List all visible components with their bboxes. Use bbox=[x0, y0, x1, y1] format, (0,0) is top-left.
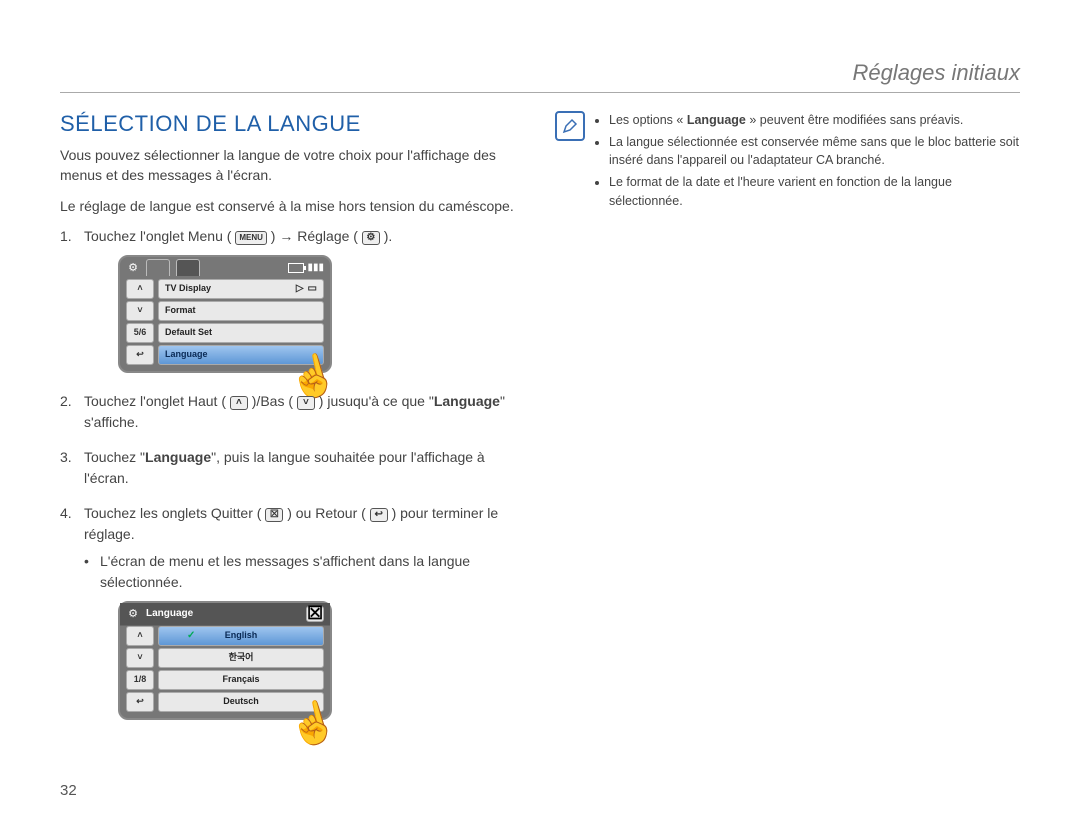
section-heading: SÉLECTION DE LA LANGUE bbox=[60, 111, 525, 137]
settings-screen-mock: ⚙ ▮▮▮ ˄ ˅ 5/6 ↩ bbox=[118, 255, 332, 373]
row-format[interactable]: Format bbox=[158, 301, 324, 321]
row-language-selected[interactable]: Language bbox=[158, 345, 324, 365]
screen-title: Language bbox=[146, 606, 193, 621]
step-1-text-d: ). bbox=[384, 228, 393, 244]
screen-body: ˄ ˅ 1/8 ↩ ✓ English 한국어 bbox=[120, 626, 330, 718]
note-item-2: La langue sélectionnée est conservée mêm… bbox=[609, 133, 1020, 169]
row-english-selected[interactable]: ✓ English bbox=[158, 626, 324, 646]
language-rows: ✓ English 한국어 Français Deutsch bbox=[158, 626, 324, 712]
step-3-text-a: Touchez " bbox=[84, 449, 145, 465]
steps-list: Touchez l'onglet Menu ( MENU ) → Réglage… bbox=[60, 226, 525, 720]
back-button[interactable]: ↩ bbox=[126, 692, 154, 712]
step-1-text-a: Touchez l'onglet Menu ( bbox=[84, 228, 231, 244]
row-default-set[interactable]: Default Set bbox=[158, 323, 324, 343]
row-francais[interactable]: Français bbox=[158, 670, 324, 690]
note-box: Les options « Language » peuvent être mo… bbox=[555, 111, 1020, 214]
row-label: TV Display bbox=[165, 282, 211, 296]
left-column: SÉLECTION DE LA LANGUE Vous pouvez sélec… bbox=[60, 111, 525, 738]
up-button[interactable]: ˄ bbox=[126, 626, 154, 646]
intro-paragraph-2: Le réglage de langue est conservé à la m… bbox=[60, 196, 525, 216]
language-screen-mock: ⚙ Language ☒ ˄ ˅ 1/8 ↩ bbox=[118, 601, 332, 720]
step-1-text-c: Réglage ( bbox=[297, 228, 358, 244]
side-buttons: ˄ ˅ 1/8 ↩ bbox=[126, 626, 154, 712]
down-icon: ˅ bbox=[297, 396, 315, 410]
screen-top-bar: ⚙ Language ☒ bbox=[120, 603, 330, 626]
page-indicator: 1/8 bbox=[126, 670, 154, 690]
note-item-3: Le format de la date et l'heure varient … bbox=[609, 173, 1020, 209]
right-column: Les options « Language » peuvent être mo… bbox=[555, 111, 1020, 738]
row-right-icons: ▷ ▭ bbox=[296, 281, 317, 296]
close-button[interactable]: ☒ bbox=[306, 606, 324, 622]
tv-icon: ▭ bbox=[308, 281, 317, 296]
tab-active bbox=[176, 259, 200, 276]
menu-chip-icon: MENU bbox=[235, 231, 267, 245]
step-2-bold: Language bbox=[434, 393, 500, 409]
note-icon bbox=[555, 111, 585, 141]
two-column-layout: SÉLECTION DE LA LANGUE Vous pouvez sélec… bbox=[60, 111, 1020, 738]
row-tv-display[interactable]: TV Display ▷ ▭ bbox=[158, 279, 324, 299]
close-icon: ☒ bbox=[265, 508, 283, 522]
pencil-icon bbox=[562, 118, 578, 134]
step-3: Touchez "Language", puis la langue souha… bbox=[60, 447, 525, 489]
step-2-text-a: Touchez l'onglet Haut ( bbox=[84, 393, 226, 409]
arrow-icon: → bbox=[279, 228, 293, 244]
manual-page: Réglages initiaux SÉLECTION DE LA LANGUE… bbox=[0, 0, 1080, 827]
gear-icon: ⚙ bbox=[362, 231, 380, 245]
step-2-text-b: )/Bas ( bbox=[252, 393, 293, 409]
step-2-text-c: ) jusuqu'à ce que " bbox=[319, 393, 434, 409]
intro-paragraph-1: Vous pouvez sélectionner la langue de vo… bbox=[60, 145, 525, 186]
step-3-bold: Language bbox=[145, 449, 211, 465]
check-icon: ✓ bbox=[187, 628, 195, 643]
step-4: Touchez les onglets Quitter ( ☒ ) ou Ret… bbox=[60, 503, 525, 720]
step-4-sub-bullet: L'écran de menu et les messages s'affich… bbox=[84, 551, 525, 593]
up-icon: ˄ bbox=[230, 396, 248, 410]
down-button[interactable]: ˅ bbox=[126, 648, 154, 668]
step-4-text-a: Touchez les onglets Quitter ( bbox=[84, 505, 261, 521]
page-number: 32 bbox=[60, 782, 77, 799]
step-2: Touchez l'onglet Haut ( ˄ )/Bas ( ˅ ) ju… bbox=[60, 391, 525, 433]
step-4-text-b: ) ou Retour ( bbox=[287, 505, 366, 521]
back-icon: ↩ bbox=[370, 508, 388, 522]
back-button[interactable]: ↩ bbox=[126, 345, 154, 365]
row-label: English bbox=[225, 629, 258, 643]
row-korean[interactable]: 한국어 bbox=[158, 648, 324, 668]
down-button[interactable]: ˅ bbox=[126, 301, 154, 321]
side-buttons: ˄ ˅ 5/6 ↩ bbox=[126, 279, 154, 365]
breadcrumb: Réglages initiaux bbox=[60, 60, 1020, 93]
page-indicator: 5/6 bbox=[126, 323, 154, 343]
tab-inactive bbox=[146, 259, 170, 276]
play-icon: ▷ bbox=[296, 281, 304, 296]
row-deutsch[interactable]: Deutsch bbox=[158, 692, 324, 712]
screen-top-bar: ⚙ ▮▮▮ bbox=[120, 257, 330, 279]
battery-icon: ▮▮▮ bbox=[288, 260, 324, 275]
note-list: Les options « Language » peuvent être mo… bbox=[595, 111, 1020, 214]
gear-icon: ⚙ bbox=[126, 261, 140, 275]
screen-body: ˄ ˅ 5/6 ↩ TV Display ▷ ▭ bbox=[120, 279, 330, 371]
menu-rows: TV Display ▷ ▭ Format Default Set Langua… bbox=[158, 279, 324, 365]
note-item-1: Les options « Language » peuvent être mo… bbox=[609, 111, 1020, 129]
gear-icon: ⚙ bbox=[126, 607, 140, 621]
step-1: Touchez l'onglet Menu ( MENU ) → Réglage… bbox=[60, 226, 525, 373]
up-button[interactable]: ˄ bbox=[126, 279, 154, 299]
